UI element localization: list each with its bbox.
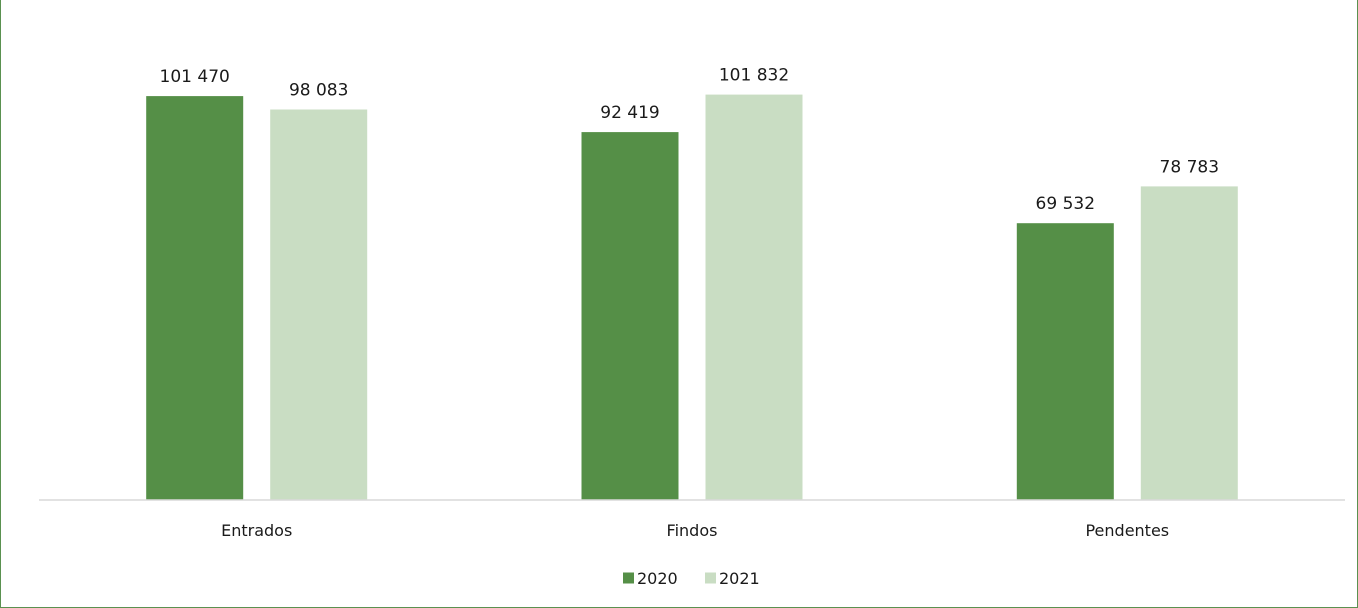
- data-label-entrados-2021: 98 083: [289, 81, 348, 101]
- data-label-findos-2021: 101 832: [719, 66, 789, 86]
- data-label-entrados-2020: 101 470: [160, 67, 230, 87]
- category-label-entrados: Entrados: [221, 521, 292, 540]
- legend-swatch-2020: [623, 572, 634, 584]
- data-labels-layer: 101 470 98 083 92 419 101 832 69 532 78 783: [160, 66, 1219, 215]
- category-labels-layer: Entrados Findos Pendentes: [221, 521, 1169, 540]
- bar-entrados-2021: [270, 109, 368, 500]
- bar-pendentes-2021: [1140, 186, 1238, 500]
- legend: 2020 2021: [623, 569, 760, 588]
- legend-swatch-2021: [705, 572, 716, 584]
- category-label-findos: Findos: [667, 521, 718, 540]
- legend-label-2021: 2021: [719, 569, 760, 588]
- bar-findos-2021: [705, 94, 803, 500]
- bar-pendentes-2020: [1016, 223, 1114, 500]
- bars-layer: [146, 94, 1238, 500]
- bar-findos-2020: [581, 132, 679, 500]
- category-label-pendentes: Pendentes: [1085, 521, 1169, 540]
- data-label-pendentes-2021: 78 783: [1160, 157, 1219, 177]
- legend-label-2020: 2020: [637, 569, 678, 588]
- bar-entrados-2020: [146, 96, 244, 500]
- data-label-pendentes-2020: 69 532: [1036, 194, 1095, 214]
- data-label-findos-2020: 92 419: [600, 103, 659, 123]
